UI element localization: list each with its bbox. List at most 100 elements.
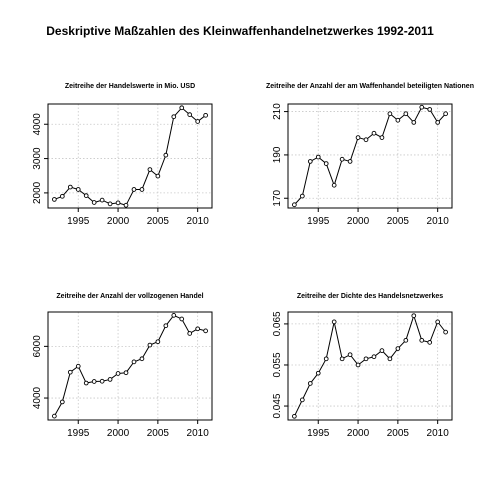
plot-frame [48,104,212,208]
data-point [404,112,408,116]
x-tick-label: 2000 [347,428,370,439]
data-point [420,105,424,109]
data-point [172,313,176,317]
x-tick-label: 2000 [107,216,130,227]
y-tick-label: 0.055 [272,352,283,377]
y-tick-label: 3000 [32,147,43,170]
data-point [292,203,296,207]
data-point [148,343,152,347]
y-tick-label: 4000 [32,113,43,136]
data-point [316,371,320,375]
data-point [180,317,184,321]
x-tick-label: 2010 [187,428,210,439]
x-tick-label: 1995 [67,428,90,439]
data-point [204,113,208,117]
data-point [332,183,336,187]
y-tick-label: 210 [272,103,283,120]
chart-panels: Zeitreihe der Handelswerte in Mio. USD 19… [32,83,474,439]
data-point [388,357,392,361]
data-point [100,198,104,202]
data-point [140,188,144,192]
data-point [116,372,120,376]
x-tick-label: 2005 [387,216,410,227]
data-point [108,202,112,206]
data-point [84,381,88,385]
data-point [428,108,432,112]
panel-title: Zeitreihe der Anzahl der am Waffenhandel… [266,83,474,90]
x-tick-label: 2010 [427,428,450,439]
data-point [156,174,160,178]
data-point [404,338,408,342]
data-point [164,324,168,328]
data-point [116,201,120,205]
data-point [324,357,328,361]
data-point [300,194,304,198]
chart-panel-1: Zeitreihe der Handelswerte in Mio. USD 19… [32,83,212,227]
data-point [444,330,448,334]
chart-panel-2: Zeitreihe der Anzahl der am Waffenhandel… [266,83,474,227]
y-tick-label: 6000 [32,335,43,358]
x-tick-label: 2005 [387,428,410,439]
data-point [380,349,384,353]
data-point [340,357,344,361]
data-point [292,414,296,418]
data-point [380,136,384,140]
data-point [92,380,96,384]
data-point [76,188,80,192]
data-point [308,382,312,386]
data-point [324,162,328,166]
data-point [68,370,72,374]
data-point [372,131,376,135]
data-point [92,201,96,205]
data-point [340,157,344,161]
data-point [124,371,128,375]
data-point [52,414,56,418]
y-tick-label: 0.045 [272,393,283,418]
data-point [60,400,64,404]
y-tick-label: 190 [272,146,283,163]
data-point [436,121,440,125]
data-point [396,347,400,351]
data-point [428,340,432,344]
y-tick-label: 0.065 [272,311,283,336]
data-point [100,379,104,383]
data-point [356,363,360,367]
data-point [140,357,144,361]
data-point [124,203,128,207]
data-point [348,160,352,164]
series-line [294,316,445,417]
data-point [412,121,416,125]
data-point [52,198,56,202]
data-point [60,194,64,198]
data-point [372,355,376,359]
data-point [308,160,312,164]
y-tick-label: 4000 [32,386,43,409]
plot-frame [288,312,452,420]
data-point [68,185,72,189]
data-point [348,353,352,357]
y-tick-label: 2000 [32,181,43,204]
plot-frame [288,104,452,208]
data-point [180,106,184,110]
x-tick-label: 2005 [147,428,170,439]
data-point [316,155,320,159]
panel-title: Zeitreihe der Handelswerte in Mio. USD [65,83,195,90]
data-point [420,338,424,342]
data-point [412,314,416,318]
x-tick-label: 2000 [347,216,370,227]
data-point [396,118,400,122]
panel-title: Zeitreihe der Dichte des Handelsnetzwerk… [297,293,443,300]
y-tick-label: 170 [272,189,283,206]
data-point [332,320,336,324]
data-point [356,136,360,140]
data-point [196,120,200,124]
data-point [388,112,392,116]
chart-panel-3: Zeitreihe der Anzahl der vollzogenen Han… [32,293,212,439]
data-point [76,364,80,368]
plot-frame [48,312,212,420]
data-point [188,332,192,336]
data-point [196,327,200,331]
data-point [156,340,160,344]
data-point [164,153,168,157]
